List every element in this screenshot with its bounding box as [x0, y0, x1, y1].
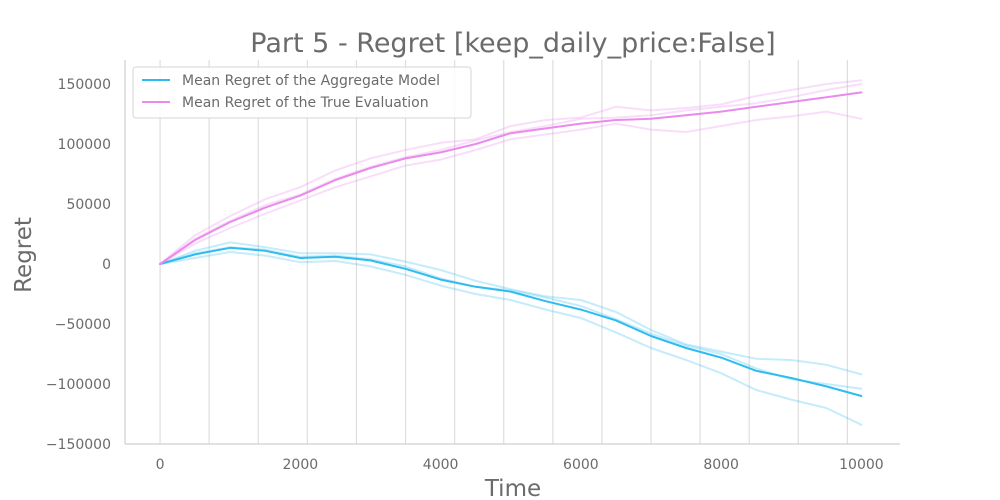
y-axis-title: Regret: [11, 217, 37, 293]
legend: Mean Regret of the Aggregate Model Mean …: [132, 66, 472, 119]
run-line-0-1: [159, 251, 863, 426]
x-tick-label: 2000: [283, 457, 319, 473]
y-tick-labels: −150000 −100000 −50000 0 50000 100000 150000: [46, 77, 111, 453]
x-tick-label: 4000: [423, 457, 459, 473]
x-tick-label: 6000: [563, 457, 599, 473]
series-line-0: [159, 246, 863, 397]
legend-label-true-evaluation: Mean Regret of the True Evaluation: [182, 95, 429, 111]
y-tick-label: 100000: [58, 137, 111, 153]
run-line-0-0: [159, 241, 863, 376]
series-line-1: [159, 91, 863, 265]
y-tick-label: 150000: [58, 77, 111, 93]
run-line-0-2: [159, 246, 863, 390]
x-axis-title: Time: [484, 476, 541, 500]
y-tick-label: 0: [102, 257, 111, 273]
y-tick-label: −150000: [46, 437, 111, 453]
y-tick-label: −100000: [46, 377, 111, 393]
run-line-1-1: [159, 110, 863, 265]
x-tick-labels: 0 2000 4000 6000 8000 10000: [156, 457, 884, 473]
run-line-1-0: [159, 79, 863, 265]
legend-label-aggregate-model: Mean Regret of the Aggregate Model: [182, 73, 440, 89]
y-tick-label: −50000: [55, 317, 111, 333]
chart-title: Part 5 - Regret [keep_daily_price:False]: [250, 28, 775, 59]
mean-series-lines: [159, 91, 863, 397]
run-line-1-2: [159, 83, 863, 265]
y-tick-label: 50000: [66, 197, 111, 213]
x-tick-label: 10000: [839, 457, 884, 473]
legend-box: [132, 66, 472, 119]
x-tick-label: 0: [156, 457, 165, 473]
x-tick-label: 8000: [703, 457, 739, 473]
individual-run-lines: [159, 79, 863, 426]
